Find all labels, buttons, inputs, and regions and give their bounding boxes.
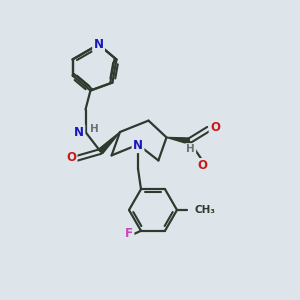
Polygon shape [167, 137, 190, 144]
Text: N: N [74, 125, 84, 139]
Text: H: H [90, 124, 99, 134]
Text: N: N [94, 38, 103, 51]
Text: O: O [197, 159, 208, 172]
Text: F: F [125, 227, 133, 240]
Text: O: O [66, 151, 76, 164]
Polygon shape [98, 132, 120, 154]
Text: CH₃: CH₃ [194, 205, 215, 215]
Text: H: H [186, 144, 195, 154]
Text: N: N [133, 139, 143, 152]
Text: O: O [210, 121, 220, 134]
